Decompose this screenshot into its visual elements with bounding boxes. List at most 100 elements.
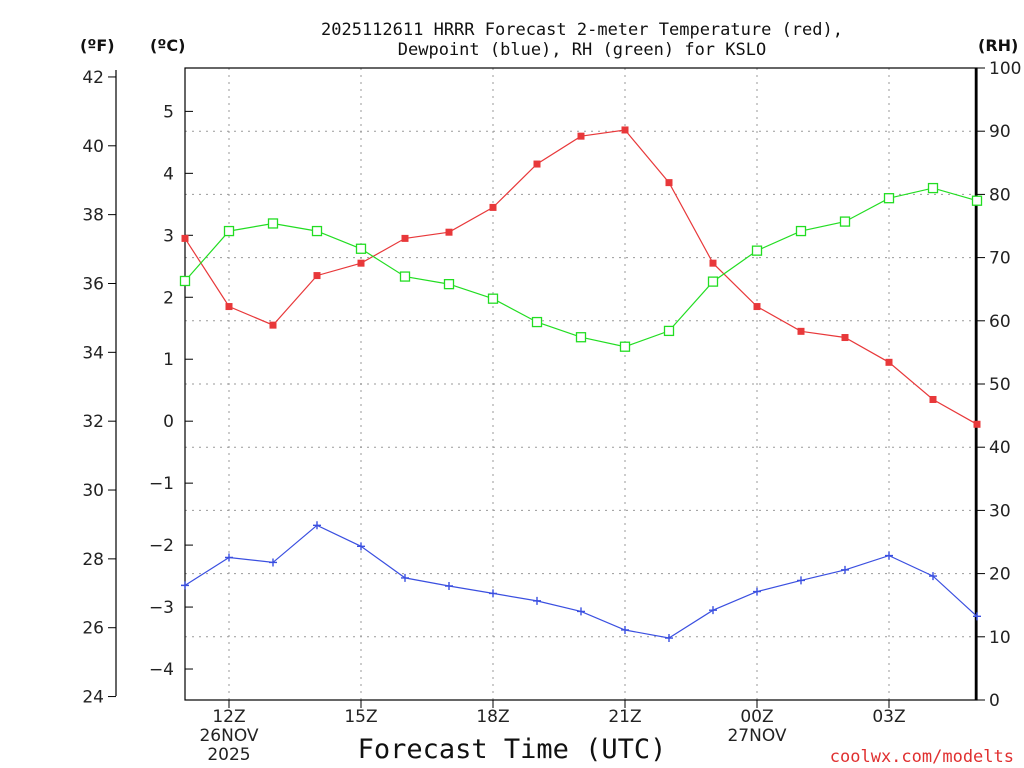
fahrenheit-tick-label: 40 — [82, 137, 104, 157]
dewpoint-point — [577, 607, 585, 616]
temperature-point — [181, 234, 189, 242]
celsius-tick-label: 1 — [163, 350, 174, 370]
rh-tick-label: 50 — [989, 375, 1011, 395]
dewpoint-point — [709, 606, 717, 615]
rh-tick-label: 40 — [989, 438, 1011, 458]
celsius-tick-label: −3 — [149, 598, 174, 618]
fahrenheit-tick-label: 24 — [82, 688, 104, 708]
dewpoint-point — [269, 558, 277, 567]
dewpoint-point — [401, 573, 409, 582]
dewpoint-point — [357, 542, 365, 551]
credit-link[interactable]: coolwx.com/modelts — [830, 747, 1014, 767]
celsius-tick-label: 2 — [163, 288, 174, 308]
x-tick-date-label: 27NOV — [727, 726, 786, 746]
x-tick-label: 03Z — [872, 707, 905, 727]
rh-point — [839, 216, 851, 227]
x-tick-label: 21Z — [608, 707, 641, 727]
rh-point — [927, 182, 939, 194]
fahrenheit-tick-label: 42 — [82, 68, 104, 88]
rh-point — [311, 225, 323, 237]
rh-point — [619, 341, 631, 352]
x-tick-label: 00Z — [740, 707, 773, 727]
temperature-point — [533, 160, 541, 168]
rh-line — [184, 187, 978, 348]
fahrenheit-tick-label: 32 — [82, 412, 104, 432]
grid-layer — [185, 68, 977, 700]
dewpoint-point — [621, 625, 629, 634]
temperature-point — [357, 259, 365, 267]
rh-point — [795, 225, 807, 237]
rh-tick-label: 70 — [989, 249, 1011, 269]
rh-point — [355, 243, 367, 254]
celsius-unit-label: (ºC) — [150, 36, 185, 55]
celsius-tick-label: −1 — [149, 474, 174, 494]
fahrenheit-tick-label: 28 — [82, 550, 104, 570]
rh-point — [487, 293, 499, 304]
rh-tick-label: 80 — [989, 185, 1011, 205]
fahrenheit-tick-label: 36 — [82, 274, 104, 294]
x-tick-year-label: 2025 — [207, 745, 250, 765]
rh-unit-label: (RH) — [978, 36, 1018, 55]
dewpoint-point — [313, 521, 321, 530]
temperature-point — [489, 203, 497, 211]
rh-point — [707, 276, 719, 287]
dewpoint-point — [841, 565, 849, 574]
series-layer — [179, 126, 983, 643]
dewpoint-point — [973, 612, 981, 621]
temperature-point — [973, 420, 981, 428]
dewpoint-point — [753, 587, 761, 596]
x-axis-label: Forecast Time (UTC) — [358, 734, 667, 765]
ticks-layer: 543210−1−2−3−442403836343230282624100908… — [82, 59, 1021, 765]
dewpoint-point — [929, 572, 937, 581]
celsius-tick-label: 5 — [163, 102, 174, 122]
x-tick-date-label: 26NOV — [199, 726, 258, 746]
temperature-point — [753, 303, 761, 311]
rh-tick-label: 30 — [989, 501, 1011, 521]
temperature-line — [184, 129, 978, 425]
x-tick-label: 12Z — [212, 707, 245, 727]
temperature-point — [885, 358, 893, 366]
rh-tick-label: 90 — [989, 122, 1011, 142]
rh-point — [883, 193, 895, 204]
temperature-point — [269, 321, 277, 329]
rh-point — [971, 195, 983, 206]
rh-point — [223, 225, 235, 237]
temperature-point — [709, 259, 717, 267]
dewpoint-point — [181, 581, 189, 590]
rh-point — [531, 316, 543, 328]
axes-layer — [115, 67, 978, 701]
rh-point — [179, 275, 191, 287]
rh-tick-label: 60 — [989, 312, 1011, 332]
rh-point — [575, 332, 587, 343]
celsius-tick-label: −2 — [149, 536, 174, 556]
temperature-point — [797, 327, 805, 335]
rh-point — [751, 245, 763, 256]
rh-tick-label: 100 — [989, 59, 1021, 79]
fahrenheit-tick-label: 26 — [82, 619, 104, 639]
temperature-point — [577, 132, 585, 140]
temperature-point — [621, 126, 629, 134]
celsius-tick-label: 3 — [163, 226, 174, 246]
dewpoint-point — [665, 634, 673, 643]
dewpoint-point — [489, 589, 497, 598]
temperature-point — [313, 272, 321, 280]
rh-tick-label: 0 — [989, 691, 1000, 711]
dewpoint-point — [533, 596, 541, 605]
temperature-point — [841, 334, 849, 342]
fahrenheit-tick-label: 34 — [82, 343, 104, 363]
celsius-tick-label: 0 — [163, 412, 174, 432]
celsius-tick-label: 4 — [163, 164, 174, 184]
temperature-point — [445, 228, 453, 236]
chart-title-line-1: 2025112611 HRRR Forecast 2-meter Tempera… — [321, 20, 843, 40]
rh-tick-label: 10 — [989, 628, 1011, 648]
dewpoint-point — [797, 576, 805, 585]
fahrenheit-tick-label: 38 — [82, 206, 104, 226]
temperature-point — [929, 395, 937, 403]
fahrenheit-unit-label: (ºF) — [80, 36, 115, 55]
x-tick-label: 18Z — [476, 707, 509, 727]
celsius-tick-label: −4 — [149, 660, 174, 680]
dewpoint-point — [445, 581, 453, 590]
temperature-point — [401, 234, 409, 242]
